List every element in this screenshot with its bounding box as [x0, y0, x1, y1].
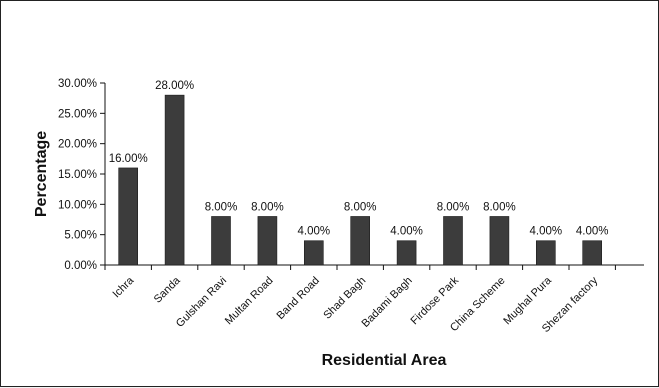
data-label: 8.00% — [251, 201, 284, 213]
category-label: Multan Road — [223, 275, 276, 328]
y-axis: 0.00% 5.00% 10.00% 15.00% 20.00% 25.00% 30.00% — [58, 78, 106, 272]
bar — [350, 216, 371, 266]
y-tick-label: 0.00% — [64, 260, 97, 272]
y-tick-label: 20.00% — [58, 139, 97, 151]
category-label: Shad Bagh — [321, 275, 368, 322]
x-axis — [104, 264, 644, 270]
bars — [118, 94, 603, 266]
data-label: 8.00% — [483, 201, 516, 213]
data-label: 4.00% — [576, 226, 609, 238]
y-tick-label: 10.00% — [58, 199, 97, 211]
y-tick-label: 15.00% — [58, 169, 97, 181]
y-axis-title: Percentage — [33, 131, 50, 217]
bar — [582, 240, 603, 266]
x-axis-title: Residential Area — [322, 352, 447, 369]
bar — [211, 216, 231, 266]
y-tick-label: 5.00% — [64, 230, 97, 242]
y-tick-label: 25.00% — [58, 108, 97, 120]
bar — [535, 240, 556, 266]
bar — [257, 216, 278, 266]
bar — [443, 216, 463, 266]
data-label: 16.00% — [109, 153, 148, 165]
bar — [303, 240, 324, 266]
data-label: 4.00% — [390, 226, 423, 238]
data-label: 8.00% — [437, 201, 470, 213]
category-label: Sanda — [152, 274, 184, 306]
data-label: 8.00% — [344, 201, 377, 213]
bar — [396, 240, 417, 266]
category-label: Ichra — [111, 274, 137, 300]
data-label: 4.00% — [297, 226, 330, 238]
bar — [118, 167, 138, 266]
y-tick-label: 30.00% — [58, 78, 97, 90]
bar — [489, 216, 510, 266]
bar — [164, 94, 185, 266]
category-label: Band Road — [275, 275, 322, 322]
data-labels: 16.00% 28.00% 8.00% 8.00% 4.00% 8.00% 4.00% 8.0… — [109, 80, 609, 238]
data-label: 28.00% — [155, 80, 194, 92]
data-label: 8.00% — [205, 201, 238, 213]
data-label: 4.00% — [529, 226, 562, 238]
